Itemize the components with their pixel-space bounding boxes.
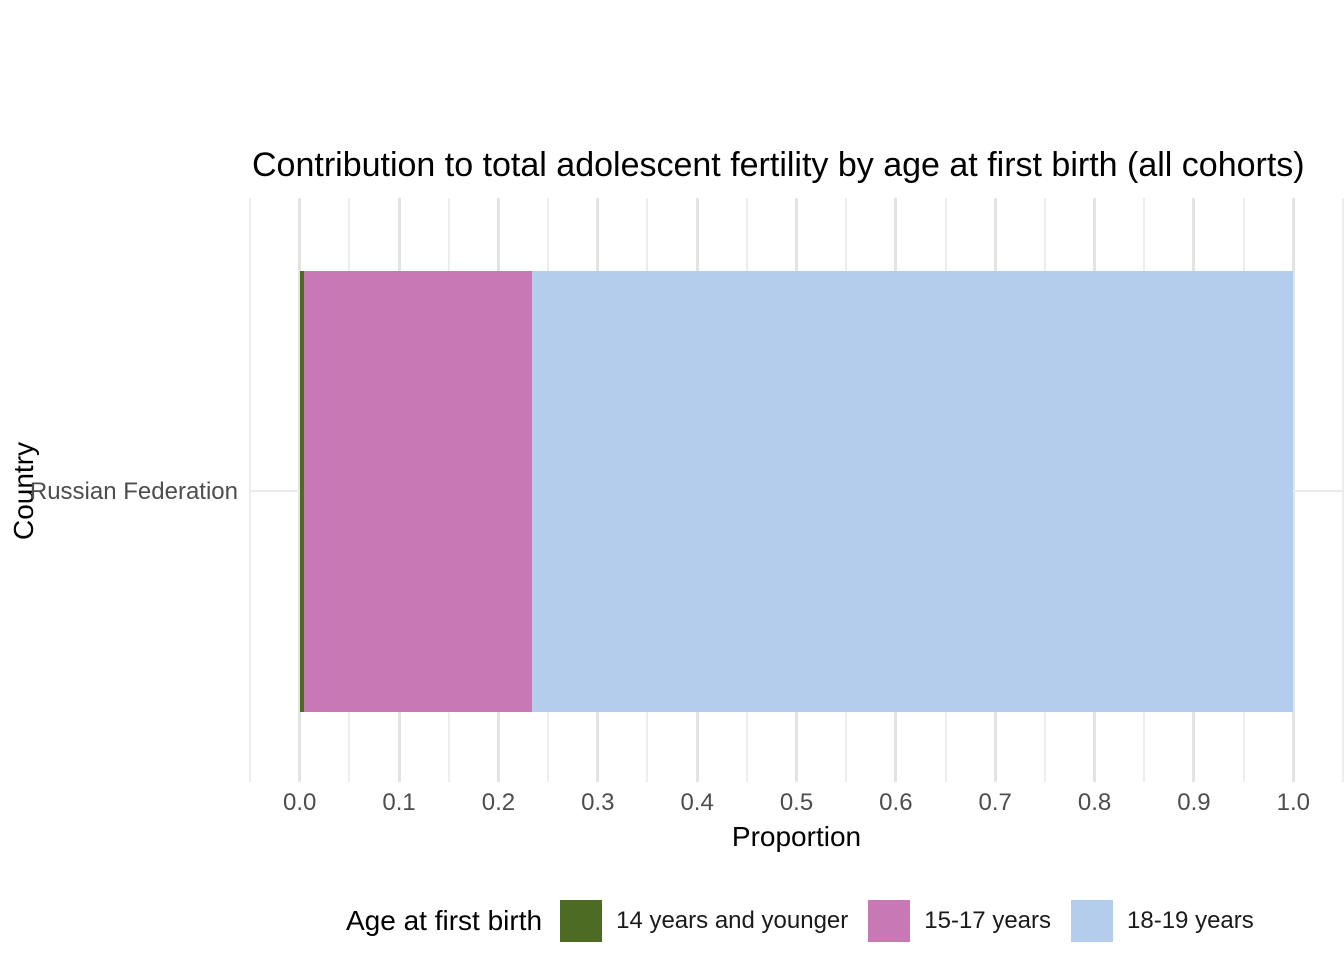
bar-segment-14-years-and-younger <box>299 271 304 712</box>
y-tick-label-russian-federation: Russian Federation <box>29 478 238 505</box>
legend-item-14-and-younger: 14 years and younger <box>560 900 848 942</box>
legend-swatch-15-17 <box>868 900 911 942</box>
x-axis-title: Proportion <box>731 821 862 852</box>
bar-segment-18-19-years <box>532 271 1294 712</box>
x-tick-label-0.0: 0.0 <box>282 789 317 816</box>
x-tick-label-0.4: 0.4 <box>680 789 714 816</box>
legend-label-18-19: 18-19 years <box>1127 907 1254 934</box>
x-tick-label-0.6: 0.6 <box>879 789 913 816</box>
legend-item-15-17: 15-17 years <box>868 900 1051 942</box>
x-tick-label-0.5: 0.5 <box>779 789 814 816</box>
x-tick-label-0.8: 0.8 <box>1077 789 1112 816</box>
legend-title: Age at first birth <box>346 905 543 936</box>
x-tick-label-0.7: 0.7 <box>978 789 1012 816</box>
x-axis-tick-labels: 0.0 0.1 0.2 0.3 0.4 0.5 0.6 0.7 0.8 0.9 1.0 <box>250 789 1343 817</box>
x-tick-label-0.2: 0.2 <box>481 789 516 816</box>
gridline-minor <box>1342 198 1344 782</box>
x-tick-label-0.9: 0.9 <box>1177 789 1211 816</box>
x-tick-label-1.0: 1.0 <box>1276 789 1310 816</box>
bar-segment-15-17-years <box>303 271 533 712</box>
x-tick-label-0.1: 0.1 <box>382 789 416 816</box>
x-tick-label-0.3: 0.3 <box>581 789 615 816</box>
chart-title: Contribution to total adolescent fertili… <box>252 146 1305 184</box>
legend-swatch-18-19 <box>1071 900 1114 942</box>
legend: Age at first birth 14 years and younger … <box>346 898 1254 944</box>
legend-label-14-and-younger: 14 years and younger <box>616 907 849 934</box>
legend-item-18-19: 18-19 years <box>1071 900 1254 942</box>
stacked-bar-russian-federation <box>299 271 1294 712</box>
legend-swatch-14-and-younger <box>560 900 603 942</box>
legend-label-15-17: 15-17 years <box>924 907 1052 934</box>
plot-panel <box>249 198 1344 782</box>
